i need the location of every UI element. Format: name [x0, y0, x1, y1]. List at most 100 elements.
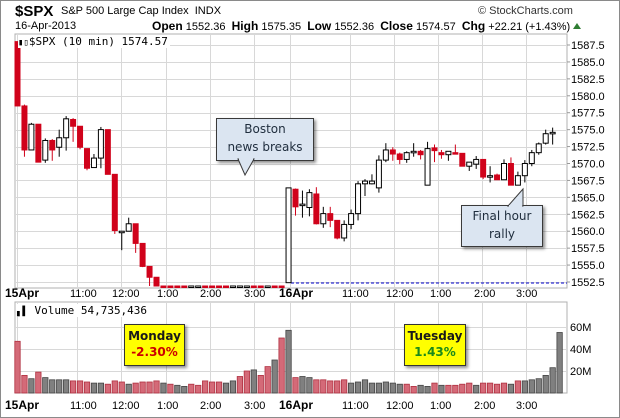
volume-bar [14, 340, 21, 394]
final-hour-callout: Final hour rally [461, 205, 543, 247]
volume-bar [361, 379, 369, 394]
volume-bar [264, 366, 271, 394]
time-tick-label: 15Apr [5, 398, 39, 412]
time-tick-label: 15Apr [5, 286, 39, 300]
time-tick-label: 2:00 [200, 288, 221, 300]
candle [494, 174, 501, 181]
volume-bar [396, 383, 403, 394]
boston-callout-line1: Boston [244, 122, 286, 136]
time-tick-label: 3:00 [244, 400, 265, 412]
volume-bar [403, 383, 410, 394]
candle [35, 123, 42, 163]
candle [473, 158, 480, 165]
volume-bar [417, 384, 424, 394]
chg-label: Chg [461, 19, 486, 33]
candle [271, 285, 278, 288]
volume-bar [500, 382, 508, 394]
candle [97, 129, 104, 159]
candle [452, 152, 459, 155]
volume-bar [146, 381, 153, 394]
candle [410, 150, 417, 154]
price-tick-label: 1575.0 [571, 125, 605, 137]
candle [28, 123, 35, 151]
tuesday-note: Tuesday 1.43% [404, 324, 466, 366]
time-tick-label: 2:00 [474, 400, 495, 412]
final-hour-callout-line2: rally [488, 227, 516, 241]
candle [334, 219, 341, 239]
volume-legend-text: Volume 54,735,436 [34, 304, 148, 317]
price-tick-label: 1567.5 [571, 175, 605, 187]
price-tick-label: 1577.5 [571, 108, 605, 120]
chart-date: 16-Apr-2013 [15, 20, 77, 32]
volume-bar [83, 381, 91, 394]
volume-bar [236, 376, 243, 394]
price-tick-label: 1557.5 [571, 243, 605, 255]
time-tick-label: 1:00 [430, 400, 451, 412]
candle [521, 163, 528, 177]
time-tick-label: 12:00 [386, 400, 414, 412]
volume-bar [354, 381, 362, 394]
time-tick-label: 2:00 [474, 288, 495, 300]
volume-bar [431, 382, 438, 394]
boston-callout: Boston news breaks [216, 118, 314, 161]
volume-bar [167, 383, 174, 394]
volume-bar [507, 383, 515, 394]
volume-legend: ▖▌ Volume 54,735,436 [17, 304, 150, 317]
candle [362, 180, 368, 185]
volume-bar [521, 380, 528, 394]
candle [459, 152, 466, 167]
candle [84, 148, 90, 169]
volume-bar [292, 377, 299, 394]
candle [188, 285, 195, 288]
volume-bar [229, 380, 237, 394]
volume-bar [243, 370, 250, 394]
candle [153, 276, 160, 287]
price-tick-label: 1572.5 [571, 142, 605, 154]
time-tick-label: 16Apr [279, 286, 313, 300]
candle [480, 158, 487, 178]
time-tick-label: 3:00 [516, 400, 537, 412]
candle [139, 242, 146, 267]
time-tick-label: 1:00 [157, 288, 178, 300]
candle [174, 285, 181, 288]
volume-bar [160, 382, 167, 394]
volume-bar [278, 337, 285, 394]
close-label: Close [380, 19, 413, 33]
candle [375, 159, 382, 189]
volume-bar [257, 374, 264, 394]
volume-bar [188, 383, 195, 394]
price-tick-label: 1582.5 [571, 74, 605, 86]
time-tick-label: 1:00 [157, 400, 178, 412]
volume-bar [90, 382, 98, 394]
candle [306, 192, 313, 209]
candle [229, 285, 236, 288]
candle [403, 152, 410, 160]
volume-bar [368, 382, 376, 394]
price-tick-label: 1560.0 [571, 226, 605, 238]
copyright: © StockCharts.com [478, 5, 573, 17]
open-value: 1552.36 [185, 21, 226, 33]
volume-bar [49, 379, 56, 394]
volume-bar [347, 382, 355, 394]
volume-bar [111, 380, 118, 394]
candle [49, 139, 56, 151]
volume-bar [104, 383, 111, 394]
chg-value: +22.21 (+1.43%) [488, 21, 571, 33]
volume-bar [215, 381, 223, 394]
candle [445, 150, 452, 156]
volume-bar [56, 379, 63, 394]
candle [56, 137, 63, 148]
candle [202, 285, 209, 288]
low-label: Low [307, 19, 332, 33]
candle [320, 213, 327, 225]
volume-bar [327, 380, 334, 394]
candle [507, 163, 514, 186]
candle [299, 203, 306, 207]
time-tick-label: 16Apr [279, 398, 313, 412]
candle [431, 147, 438, 152]
price-tick-label: 1570.0 [571, 159, 605, 171]
volume-bar [202, 380, 209, 394]
candle [341, 223, 348, 239]
volume-bar [493, 383, 501, 394]
volume-bar [70, 380, 77, 394]
